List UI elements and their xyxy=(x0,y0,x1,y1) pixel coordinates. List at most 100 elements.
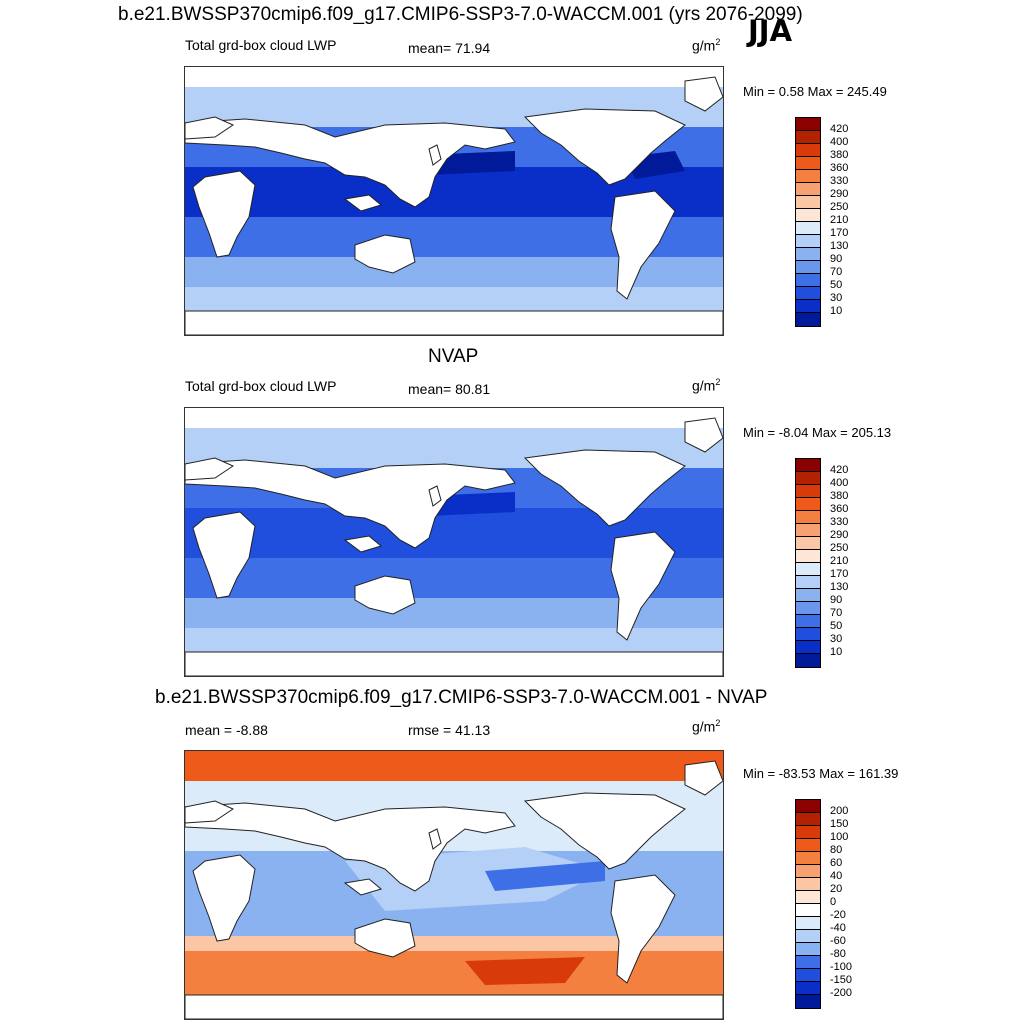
continent-outline xyxy=(354,575,416,615)
colorbar-swatch xyxy=(796,157,820,170)
continent-outline xyxy=(192,854,256,942)
colorbar-swatch xyxy=(796,511,820,524)
colorbar-swatch xyxy=(796,170,820,183)
colorbar-tick-label: 360 xyxy=(830,503,849,515)
colorbar-tick-label: 130 xyxy=(830,581,849,593)
colorbar-tick-label: 170 xyxy=(830,568,849,580)
colorbar-swatch xyxy=(796,274,820,287)
map-svg xyxy=(185,67,723,335)
colorbar-swatch xyxy=(796,287,820,300)
colorbar-tick-label: 90 xyxy=(830,594,843,606)
panel3-units: g/m2 xyxy=(692,718,721,735)
panel3-minmax: Min = -83.53 Max = 161.39 xyxy=(743,766,899,781)
colorbar-swatch xyxy=(796,852,820,865)
panel1-mean-label: mean= 71.94 xyxy=(408,40,491,56)
continent-outline xyxy=(185,994,723,1019)
colorbar-swatch xyxy=(796,982,820,995)
colorbar-swatch xyxy=(796,969,820,982)
continent-outline xyxy=(523,108,686,186)
colorbar-tick-label: 30 xyxy=(830,633,843,645)
panel1-units: g/m2 xyxy=(692,37,721,54)
colorbar-tick-label: -100 xyxy=(830,961,853,973)
colorbar-swatch xyxy=(796,524,820,537)
continent-outline xyxy=(684,417,723,453)
colorbar-swatch xyxy=(796,891,820,904)
map-svg xyxy=(185,751,723,1019)
colorbar-swatch xyxy=(796,144,820,157)
colorbar-tick-label: 80 xyxy=(830,844,843,856)
colorbar-tick-label: 330 xyxy=(830,516,849,528)
panel3-mean-label: mean = -8.88 xyxy=(185,722,268,738)
pacific-itcz-anomaly xyxy=(485,861,605,891)
colorbar-swatch xyxy=(796,602,820,615)
continent-outline xyxy=(185,800,235,824)
continent-outline xyxy=(185,310,723,335)
colorbar-swatch xyxy=(796,917,820,930)
panel1-minmax: Min = 0.58 Max = 245.49 xyxy=(743,84,887,99)
colorbar-tick-label: -200 xyxy=(830,987,853,999)
colorbar-swatch xyxy=(796,904,820,917)
panel2-colorbar xyxy=(795,458,821,668)
colorbar-swatch xyxy=(796,209,820,222)
colorbar-tick-label: 20 xyxy=(830,883,843,895)
colorbar-tick-label: 290 xyxy=(830,529,849,541)
continent-outline xyxy=(343,878,383,896)
colorbar-swatch xyxy=(796,800,820,813)
colorbar-tick-label: -20 xyxy=(830,909,846,921)
continent-outline xyxy=(523,449,686,527)
southern-ocean-band xyxy=(185,287,723,311)
colorbar-swatch xyxy=(796,313,820,326)
colorbar-tick-label: 330 xyxy=(830,175,849,187)
continent-outline xyxy=(610,874,676,984)
colorbar-tick-label: 360 xyxy=(830,162,849,174)
colorbar-swatch xyxy=(796,995,820,1008)
continent-outline xyxy=(185,651,723,676)
colorbar-tick-label: 420 xyxy=(830,123,849,135)
map-svg xyxy=(185,408,723,676)
colorbar-swatch xyxy=(796,248,820,261)
colorbar-swatch xyxy=(796,183,820,196)
colorbar-tick-label: 250 xyxy=(830,201,849,213)
colorbar-tick-label: 10 xyxy=(830,305,843,317)
continent-outline xyxy=(185,802,516,892)
colorbar-tick-label: 200 xyxy=(830,805,849,817)
arctic-band xyxy=(185,751,723,781)
colorbar-tick-label: 250 xyxy=(830,542,849,554)
colorbar-swatch xyxy=(796,131,820,144)
colorbar-tick-label: -80 xyxy=(830,948,846,960)
continent-outline xyxy=(684,760,723,796)
colorbar-swatch xyxy=(796,118,820,131)
colorbar-swatch xyxy=(796,222,820,235)
colorbar-swatch xyxy=(796,459,820,472)
panel2-minmax: Min = -8.04 Max = 205.13 xyxy=(743,425,892,440)
colorbar-tick-label: 70 xyxy=(830,266,843,278)
colorbar-swatch xyxy=(796,261,820,274)
colorbar-tick-label: 90 xyxy=(830,253,843,265)
panel2-variable-label: Total grd-box cloud LWP xyxy=(185,378,337,394)
season-label: JJA xyxy=(748,14,793,48)
panel1-map xyxy=(184,66,724,336)
colorbar-swatch xyxy=(796,956,820,969)
continent-outline xyxy=(343,535,383,553)
continent-outline xyxy=(185,116,235,140)
colorbar-tick-label: 100 xyxy=(830,831,849,843)
colorbar-swatch xyxy=(796,641,820,654)
colorbar-tick-label: 380 xyxy=(830,149,849,161)
colorbar-swatch xyxy=(796,865,820,878)
colorbar-tick-label: 50 xyxy=(830,279,843,291)
colorbar-swatch xyxy=(796,550,820,563)
colorbar-tick-label: 60 xyxy=(830,857,843,869)
colorbar-swatch xyxy=(796,472,820,485)
colorbar-tick-label: 40 xyxy=(830,870,843,882)
colorbar-swatch xyxy=(796,300,820,313)
colorbar-swatch xyxy=(796,628,820,641)
colorbar-swatch xyxy=(796,196,820,209)
continent-outline xyxy=(192,170,256,258)
panel1-colorbar xyxy=(795,117,821,327)
colorbar-tick-label: 50 xyxy=(830,620,843,632)
colorbar-tick-label: 380 xyxy=(830,490,849,502)
continent-outline xyxy=(343,194,383,212)
colorbar-tick-label: 150 xyxy=(830,818,849,830)
colorbar-swatch xyxy=(796,839,820,852)
panel2-title: NVAP xyxy=(428,346,479,367)
